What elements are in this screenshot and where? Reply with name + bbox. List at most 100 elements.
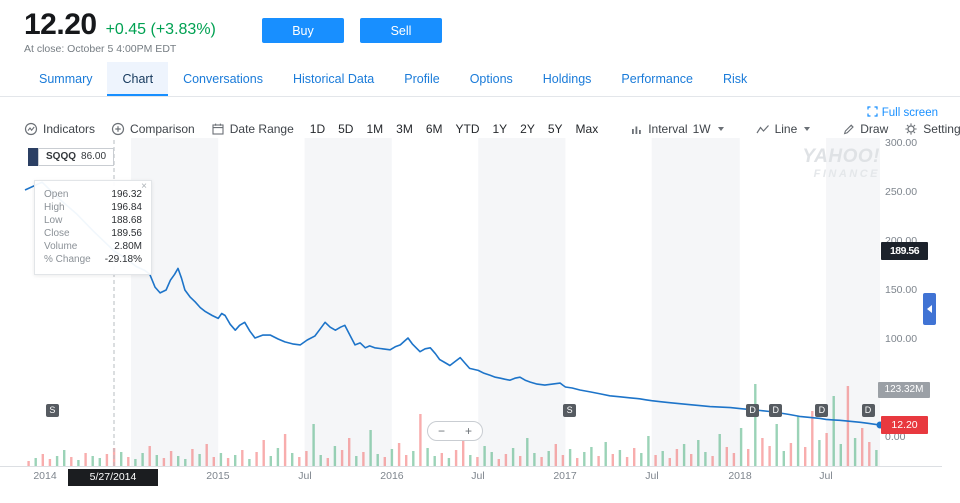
volume-axis-badge: 123.32M — [878, 382, 930, 398]
x-axis-label: 2015 — [206, 470, 230, 482]
sell-button[interactable]: Sell — [360, 18, 442, 43]
tooltip-row: % Change -29.18% — [44, 253, 142, 266]
symbol-value: 86.00 — [81, 151, 107, 162]
tab-holdings[interactable]: Holdings — [542, 72, 592, 86]
date-range-button[interactable]: Date Range — [211, 122, 294, 136]
tab-performance[interactable]: Performance — [621, 72, 693, 86]
zoom-control: − + — [427, 421, 483, 441]
chart-type-dropdown[interactable]: Line — [756, 122, 811, 136]
interval-label: Interval — [648, 122, 688, 136]
symbol-legend[interactable]: SQQQ 86.00 — [28, 148, 115, 166]
x-axis-label: Jul — [819, 470, 833, 482]
indicators-button[interactable]: Indicators — [24, 122, 95, 136]
tooltip-row: Volume 2.80M — [44, 240, 142, 253]
crosshair-date-badge: 5/27/2014 — [68, 469, 158, 486]
comparison-icon — [111, 122, 125, 136]
tab-chart[interactable]: Chart — [107, 62, 169, 96]
price-chart[interactable]: SQQQ 86.00 YAHOO! FINANCE × Open 196.32 Hi… — [0, 137, 960, 503]
chevron-down-icon — [804, 127, 811, 131]
range-2y[interactable]: 2Y — [520, 122, 535, 136]
quote-tabs: Summary Chart Conversations Historical Data… — [0, 62, 960, 97]
dividend-marker[interactable]: D — [746, 404, 760, 417]
tooltip-row: Low 188.68 — [44, 214, 142, 227]
tooltip-value: 2.80M — [114, 241, 142, 252]
chevron-left-icon — [927, 305, 932, 313]
tooltip-close-icon[interactable]: × — [141, 181, 147, 192]
range-ytd[interactable]: YTD — [455, 122, 480, 136]
range-max[interactable]: Max — [575, 122, 599, 136]
x-axis-label: Jul — [645, 470, 659, 482]
chevron-down-icon — [717, 127, 724, 131]
interval-icon — [630, 123, 643, 136]
tooltip-row: Open 196.32 — [44, 188, 142, 201]
x-axis-label: Jul — [298, 470, 312, 482]
fullscreen-button[interactable]: Full screen — [867, 106, 938, 120]
date-range-label: Date Range — [229, 122, 294, 136]
y-axis-label: 150.00 — [885, 284, 918, 296]
x-axis-label: 2017 — [553, 470, 577, 482]
zoom-out-button[interactable]: − — [437, 424, 445, 438]
x-axis-label: 2016 — [380, 470, 404, 482]
x-axis-label: 2014 — [33, 470, 57, 482]
tab-historical-data[interactable]: Historical Data — [292, 72, 375, 86]
y-axis-label: 100.00 — [885, 333, 918, 345]
tooltip-row: High 196.84 — [44, 201, 142, 214]
range-1d[interactable]: 1D — [309, 122, 326, 136]
buy-button[interactable]: Buy — [262, 18, 344, 43]
draw-label: Draw — [860, 122, 889, 136]
crosshair-price-badge: 189.56 — [881, 242, 928, 261]
tooltip-label: % Change — [44, 254, 91, 265]
ohlc-tooltip: × Open 196.32 High 196.84 Low 188.68 Close 189.… — [34, 180, 152, 275]
tooltip-rows: Open 196.32 High 196.84 Low 188.68 Close 189.56… — [44, 188, 142, 266]
tooltip-label: Open — [44, 189, 69, 200]
tooltip-value: -29.18% — [104, 254, 142, 265]
fullscreen-label: Full screen — [881, 107, 938, 119]
pencil-icon — [842, 123, 855, 136]
calendar-icon — [211, 122, 225, 136]
stock-price: 12.20 — [24, 8, 97, 41]
quote-header: 12.20 +0.45 (+3.83%) — [24, 8, 216, 42]
tab-conversations[interactable]: Conversations — [183, 72, 263, 86]
tab-risk[interactable]: Risk — [722, 72, 748, 86]
range-selector: 1D 5D 1M 3M 6M YTD 1Y 2Y 5Y Max — [310, 122, 598, 136]
dividend-marker[interactable]: D — [815, 404, 829, 417]
tab-summary[interactable]: Summary — [39, 72, 93, 86]
range-1y[interactable]: 1Y — [492, 122, 508, 136]
range-3m[interactable]: 3M — [396, 122, 413, 136]
tooltip-label: Close — [44, 228, 70, 239]
interval-dropdown[interactable]: Interval 1W — [630, 122, 724, 136]
pan-right-button[interactable] — [923, 293, 936, 325]
indicators-icon — [24, 122, 38, 136]
chart-toolbar: Indicators Comparison Date Range 1D 5D 1M 3… — [24, 119, 960, 139]
range-6m[interactable]: 6M — [425, 122, 443, 136]
tooltip-label: Low — [44, 215, 63, 226]
line-chart-icon — [756, 123, 770, 136]
dividend-marker[interactable]: D — [861, 404, 875, 417]
settings-label: Settings — [923, 122, 960, 136]
draw-button[interactable]: Draw — [842, 122, 888, 136]
y-axis-label: 300.00 — [885, 137, 918, 149]
tooltip-value: 196.84 — [111, 202, 142, 213]
split-marker[interactable]: S — [45, 404, 59, 417]
range-5y[interactable]: 5Y — [547, 122, 563, 136]
zoom-in-button[interactable]: + — [464, 424, 472, 438]
tooltip-row: Close 189.56 — [44, 227, 142, 240]
dividend-marker[interactable]: D — [769, 404, 783, 417]
tab-options[interactable]: Options — [469, 72, 513, 86]
tab-profile[interactable]: Profile — [404, 72, 440, 86]
tooltip-label: Volume — [44, 241, 78, 252]
symbol-legend-box: SQQQ 86.00 — [38, 148, 115, 166]
symbol-color-tab — [28, 148, 38, 166]
last-price-badge: 12.20 — [881, 416, 928, 435]
interval-value: 1W — [692, 122, 711, 136]
comparison-button[interactable]: Comparison — [111, 122, 195, 136]
price-change: +0.45 (+3.83%) — [105, 21, 216, 38]
x-axis-label: 2018 — [728, 470, 752, 482]
x-axis-label: Jul — [471, 470, 485, 482]
chart-type-label: Line — [774, 122, 798, 136]
settings-button[interactable]: Settings — [904, 122, 960, 136]
range-5d[interactable]: 5D — [338, 122, 354, 136]
range-1m[interactable]: 1M — [366, 122, 384, 136]
split-marker[interactable]: S — [563, 404, 577, 417]
